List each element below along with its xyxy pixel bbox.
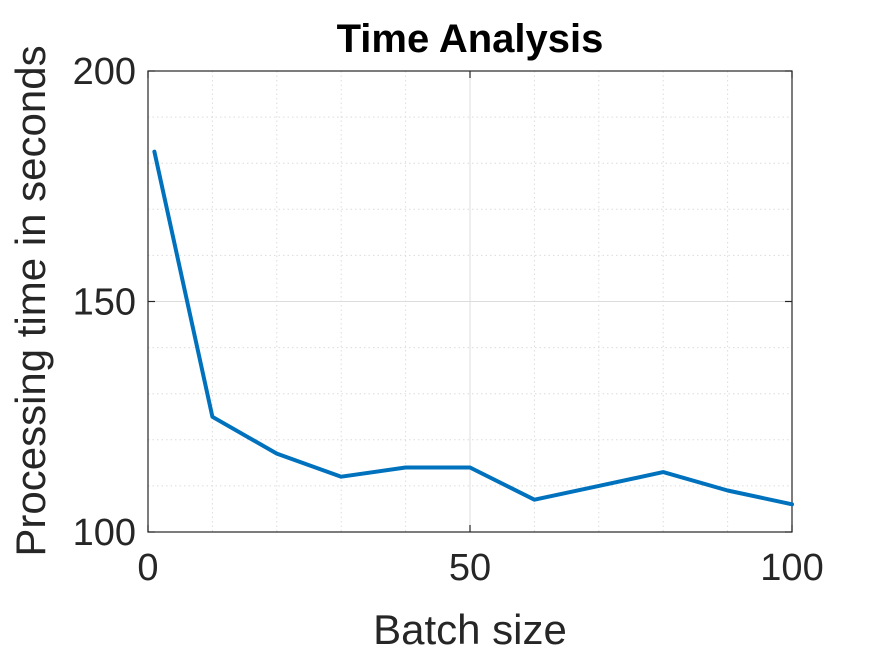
chart-title: Time Analysis [337, 17, 604, 61]
x-tick-label: 100 [760, 547, 823, 589]
series-layer [152, 149, 794, 507]
grid [147, 70, 793, 533]
x-tick-labels: 0 50 100 [137, 547, 823, 589]
y-tick-label: 150 [73, 282, 136, 324]
axis-ticks [147, 70, 793, 533]
y-tick-label: 100 [73, 512, 136, 554]
x-tick-label: 0 [137, 547, 158, 589]
y-tick-labels: 100 150 200 [73, 51, 136, 554]
y-tick-label: 200 [73, 51, 136, 93]
x-tick-label: 50 [449, 547, 491, 589]
y-axis-label: Processing time in seconds [7, 45, 54, 556]
x-axis-label: Batch size [373, 606, 567, 653]
series-line [152, 149, 794, 507]
